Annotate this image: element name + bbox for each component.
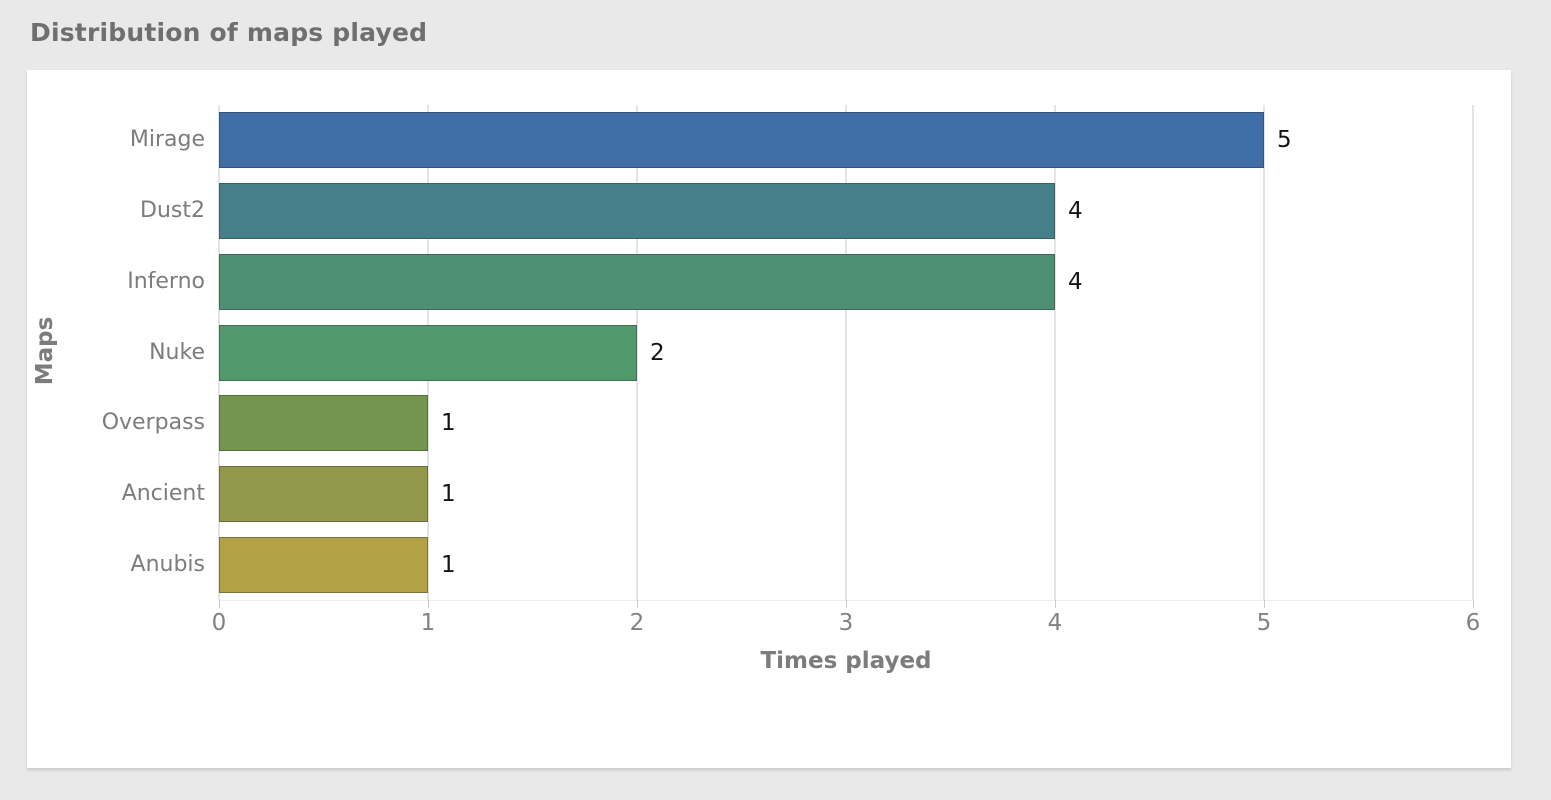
x-tick-2 [637, 600, 638, 608]
bar-inferno [219, 253, 1055, 310]
x-tick-0 [219, 600, 220, 608]
x-tick-6 [1473, 600, 1474, 608]
category-label-anubis: Anubis [130, 551, 205, 577]
bar-overpass [219, 395, 428, 452]
x-tick-label-6: 6 [1465, 610, 1481, 636]
bar-nuke [219, 324, 637, 381]
x-tick-4 [1055, 600, 1056, 608]
category-label-mirage: Mirage [129, 127, 205, 153]
bar-anubis [219, 536, 428, 593]
value-label-nuke: 2 [650, 339, 665, 366]
value-label-overpass: 1 [441, 410, 456, 437]
x-tick-1 [428, 600, 429, 608]
chart-panel: 5 Mirage 4 Dust2 4 Inferno 2 Nuke 1 Overpass 1 Anci… [27, 70, 1511, 768]
y-axis-title: Maps [32, 316, 58, 386]
category-label-nuke: Nuke [149, 339, 205, 365]
value-label-ancient: 1 [441, 480, 456, 507]
x-axis-title: Times played [760, 648, 932, 674]
gridline-x-2 [636, 105, 638, 600]
category-label-inferno: Inferno [127, 268, 205, 294]
value-label-dust2: 4 [1068, 198, 1083, 225]
x-tick-label-0: 0 [211, 610, 227, 636]
gridline-x-4 [1054, 105, 1056, 600]
category-label-overpass: Overpass [101, 410, 205, 436]
chart-title: Distribution of maps played [30, 18, 428, 47]
value-label-mirage: 5 [1277, 127, 1292, 154]
x-tick-label-1: 1 [420, 610, 436, 636]
bar-dust2 [219, 183, 1055, 240]
gridline-x-5 [1263, 105, 1265, 600]
bar-mirage [219, 112, 1264, 169]
gridline-x-3 [845, 105, 847, 600]
category-label-dust2: Dust2 [140, 198, 205, 224]
x-tick-label-5: 5 [1256, 610, 1272, 636]
category-label-ancient: Ancient [121, 480, 205, 506]
bar-ancient [219, 465, 428, 522]
gridline-x-6 [1472, 105, 1474, 600]
x-tick-5 [1264, 600, 1265, 608]
value-label-anubis: 1 [441, 551, 456, 578]
x-tick-label-3: 3 [838, 610, 854, 636]
x-tick-label-4: 4 [1047, 610, 1063, 636]
x-tick-label-2: 2 [629, 610, 645, 636]
x-tick-3 [846, 600, 847, 608]
value-label-inferno: 4 [1068, 268, 1083, 295]
